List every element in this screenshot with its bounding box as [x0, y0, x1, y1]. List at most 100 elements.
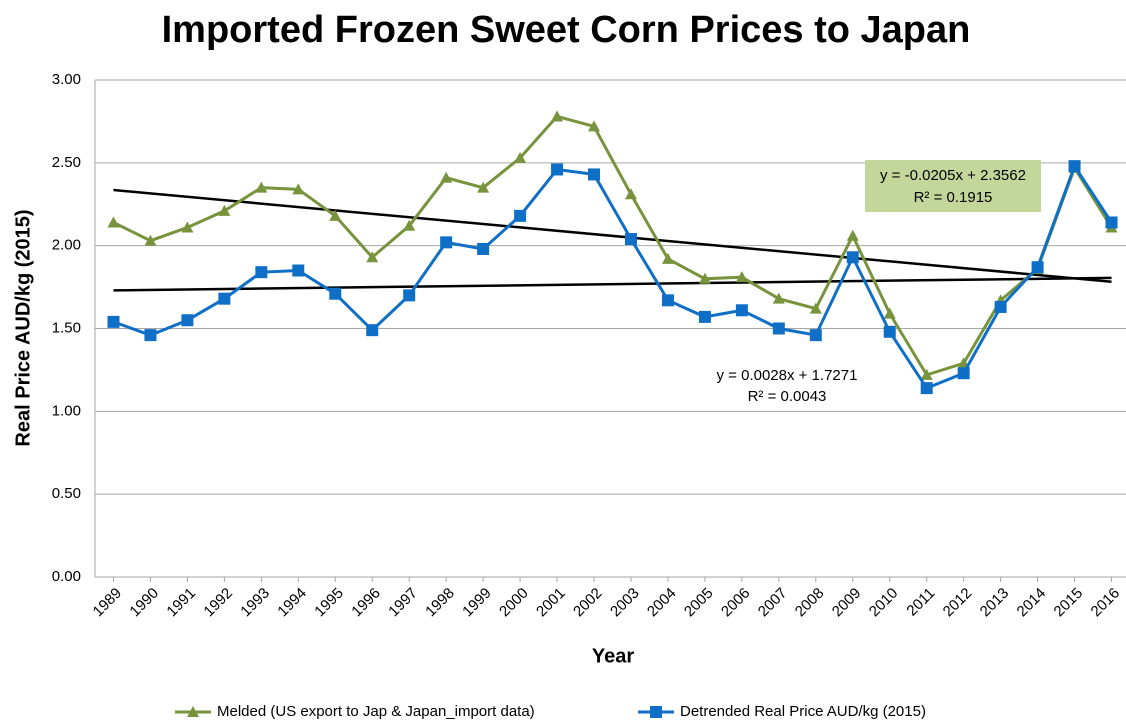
data-point	[329, 209, 342, 221]
legend-marker	[650, 706, 662, 718]
x-tick-label: 2003	[607, 585, 643, 621]
data-point	[661, 252, 674, 264]
legend-label: Melded (US export to Jap & Japan_import …	[217, 703, 535, 720]
x-tick-label: 1990	[126, 585, 162, 621]
data-point	[624, 188, 637, 200]
data-point	[477, 181, 490, 193]
x-tick-label: 1989	[89, 585, 125, 621]
data-point	[440, 236, 453, 249]
data-point	[588, 168, 601, 181]
data-point	[329, 287, 342, 300]
data-point	[1031, 261, 1044, 274]
data-point	[218, 292, 231, 305]
x-tick-label: 2011	[903, 585, 938, 620]
data-point	[735, 271, 748, 283]
data-point	[403, 289, 416, 302]
data-point	[366, 251, 379, 263]
y-tick-label: 0.00	[52, 568, 81, 585]
x-tick-label: 1991	[163, 585, 199, 621]
x-tick-label: 1994	[274, 585, 310, 621]
trendline-r2: R² = 0.0043	[748, 388, 827, 405]
data-point	[255, 181, 268, 193]
data-point	[514, 151, 527, 163]
data-point	[1105, 216, 1118, 229]
data-point	[144, 234, 157, 246]
x-axis-title: Year	[592, 645, 634, 667]
x-tick-label: 1999	[459, 585, 495, 621]
data-point	[920, 382, 933, 395]
data-point	[735, 304, 748, 317]
x-tick-label: 1993	[237, 585, 273, 621]
x-tick-label: 2006	[718, 585, 754, 621]
trendline-label-box	[865, 160, 1041, 212]
y-tick-label: 1.00	[52, 402, 81, 419]
data-point	[846, 251, 859, 264]
x-tick-label: 2008	[792, 585, 828, 621]
data-point	[883, 325, 896, 338]
data-point	[772, 292, 785, 304]
x-tick-label: 2015	[1051, 585, 1087, 621]
data-point	[255, 266, 268, 279]
data-point	[698, 310, 711, 323]
x-tick-label: 1996	[348, 585, 384, 621]
data-point	[107, 315, 120, 328]
chart-title: Imported Frozen Sweet Corn Prices to Jap…	[162, 9, 971, 51]
legend-marker	[187, 706, 199, 717]
legend-item: Melded (US export to Jap & Japan_import …	[175, 703, 535, 720]
y-tick-label: 1.50	[52, 319, 81, 336]
data-point	[218, 204, 231, 216]
x-tick-label: 2014	[1014, 585, 1050, 621]
legend-item: Detrended Real Price AUD/kg (2015)	[638, 703, 926, 720]
data-point	[477, 242, 490, 255]
x-tick-label: 2007	[755, 585, 791, 621]
data-point	[292, 264, 305, 277]
y-tick-label: 2.50	[52, 154, 81, 171]
x-tick-label: 2000	[496, 585, 532, 621]
x-tick-label: 2009	[829, 585, 865, 621]
data-point	[292, 183, 305, 195]
x-tick-label: 2016	[1088, 585, 1124, 621]
data-point	[994, 300, 1007, 313]
x-tick-label: 2005	[681, 585, 717, 621]
trendline-equation: y = -0.0205x + 2.3562	[880, 167, 1026, 184]
x-tick-label: 2001	[533, 585, 569, 621]
x-tick-label: 1995	[311, 585, 347, 621]
data-point	[551, 163, 564, 176]
data-point	[698, 272, 711, 284]
y-tick-label: 2.00	[52, 237, 81, 254]
trendline-r2: R² = 0.1915	[914, 189, 993, 206]
data-point	[957, 367, 970, 380]
data-point	[920, 368, 933, 380]
trendline	[113, 188, 1112, 283]
data-point	[661, 294, 674, 307]
data-point	[809, 329, 822, 342]
data-point	[624, 233, 637, 246]
data-point	[551, 110, 564, 122]
x-tick-label: 1998	[422, 585, 458, 621]
data-point	[514, 209, 527, 222]
x-tick-label: 2002	[570, 585, 606, 621]
data-point	[440, 171, 453, 183]
data-point	[883, 307, 896, 319]
y-tick-label: 3.00	[52, 71, 81, 88]
x-tick-label: 1992	[200, 585, 236, 621]
x-tick-label: 2004	[644, 585, 680, 621]
x-tick-label: 2010	[866, 585, 902, 621]
x-tick-label: 2013	[977, 585, 1013, 621]
y-tick-label: 0.50	[52, 485, 81, 502]
data-point	[181, 314, 194, 327]
series-line	[112, 162, 1113, 390]
data-point	[107, 216, 120, 228]
series-line	[112, 114, 1113, 377]
trendline	[113, 276, 1112, 292]
data-point	[181, 221, 194, 233]
x-tick-label: 1997	[385, 585, 421, 621]
data-point	[1068, 160, 1081, 173]
data-point	[846, 229, 859, 241]
data-point	[366, 324, 379, 337]
data-point	[588, 120, 601, 132]
data-point	[144, 329, 157, 342]
legend-label: Detrended Real Price AUD/kg (2015)	[680, 703, 926, 720]
x-tick-label: 2012	[940, 585, 976, 621]
